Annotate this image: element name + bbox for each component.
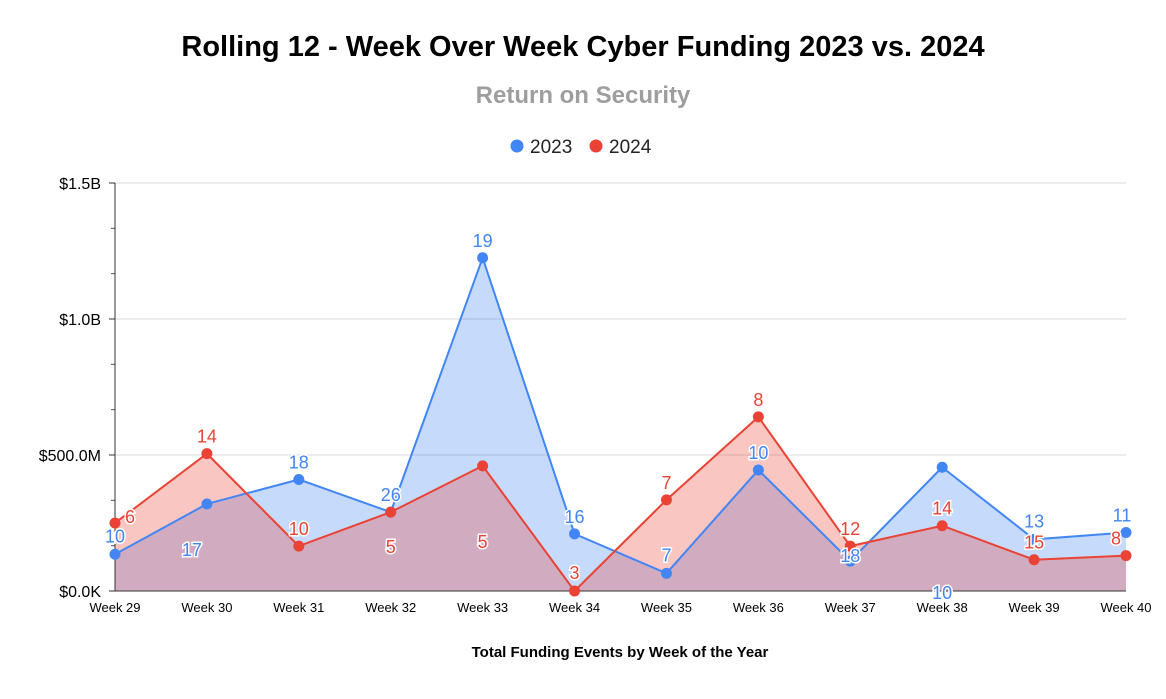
data-label: 5 (386, 537, 396, 557)
data-label: 12 (840, 519, 860, 539)
x-tick-label: Week 36 (733, 600, 784, 615)
data-point (660, 567, 672, 579)
x-tick-label: Week 35 (641, 600, 692, 615)
data-label: 16 (565, 507, 585, 527)
data-point (844, 540, 856, 552)
data-label: 17 (182, 540, 202, 560)
data-label: 14 (932, 499, 952, 519)
series-areas (115, 257, 1126, 591)
data-point (569, 528, 581, 540)
data-label: 11 (1113, 506, 1132, 526)
data-label: 19 (473, 231, 493, 251)
data-labels: 10 17 18 26 19 16 7 10 18 10 13 11 6 14 10 5 5 3 7 8 12 14 15 8 (103, 229, 1132, 604)
axes: $0.0K $500.0M $1.0B $1.5B Week 29 Week 30 Week… (39, 176, 1152, 615)
area-2023 (115, 257, 1126, 591)
data-label: 10 (289, 519, 309, 539)
data-point (936, 461, 948, 473)
data-point (1028, 533, 1040, 545)
chart-subtitle: Return on Security (475, 82, 691, 109)
legend: 2023 2024 (510, 137, 652, 158)
data-label: 3 (570, 563, 580, 583)
y-tick-label: $0.0K (59, 584, 101, 601)
data-label: 5 (478, 532, 488, 552)
data-point (752, 411, 764, 423)
data-point (752, 464, 764, 476)
x-tick-label: Week 40 (1100, 600, 1151, 615)
chart-title: Rolling 12 - Week Over Week Cyber Fundin… (181, 31, 985, 63)
x-tick-label: Week 29 (89, 600, 140, 615)
area-2024 (115, 416, 1126, 591)
data-point (201, 448, 213, 460)
data-label: 10 (932, 583, 952, 603)
x-tick-label: Week 38 (917, 600, 968, 615)
data-label: 8 (753, 390, 763, 410)
line-2024 (114, 415, 1127, 592)
x-tick-label: Week 31 (273, 600, 324, 615)
data-label: 18 (840, 546, 860, 566)
legend-label-2024: 2024 (609, 137, 652, 158)
series-lines (114, 256, 1127, 592)
x-tick-label: Week 39 (1009, 600, 1060, 615)
data-point (201, 498, 213, 510)
data-point (660, 494, 672, 506)
x-tick-label: Week 32 (365, 600, 416, 615)
x-axis-title: Total Funding Events by Week of the Year (471, 644, 769, 661)
data-label: 7 (661, 473, 671, 493)
data-label: 13 (1024, 511, 1044, 531)
data-label: 10 (748, 443, 768, 463)
data-point (569, 585, 581, 597)
x-tick-label: Week 33 (457, 600, 508, 615)
data-point (477, 460, 489, 472)
x-tick-label: Week 37 (825, 600, 876, 615)
legend-marker-2024 (589, 139, 603, 153)
data-point (1120, 550, 1132, 562)
y-tick-label: $1.0B (59, 312, 101, 329)
data-point (293, 540, 305, 552)
data-point (293, 473, 305, 485)
data-point (936, 520, 948, 532)
grid (115, 182, 1126, 456)
legend-label-2023: 2023 (530, 137, 572, 158)
line-2023 (114, 256, 1127, 575)
data-point (844, 555, 856, 567)
data-label: 26 (381, 485, 401, 505)
data-label: 6 (125, 507, 135, 527)
data-label: 18 (289, 452, 309, 472)
data-point (385, 506, 397, 518)
data-label: 15 (1024, 533, 1044, 553)
data-point (109, 548, 121, 560)
y-tick-label: $1.5B (59, 176, 101, 193)
x-tick-label: Week 30 (181, 600, 232, 615)
x-tick-label: Week 34 (549, 600, 600, 615)
data-label: 8 (1111, 529, 1121, 549)
data-point (1120, 527, 1132, 539)
data-point (1028, 554, 1040, 566)
data-points (109, 252, 1132, 597)
y-tick-label: $500.0M (39, 448, 101, 465)
data-label: 14 (197, 427, 217, 447)
data-label: 10 (105, 526, 125, 546)
data-label: 7 (661, 545, 671, 565)
data-point (109, 517, 121, 529)
data-point (477, 252, 489, 264)
legend-marker-2023 (510, 139, 524, 153)
